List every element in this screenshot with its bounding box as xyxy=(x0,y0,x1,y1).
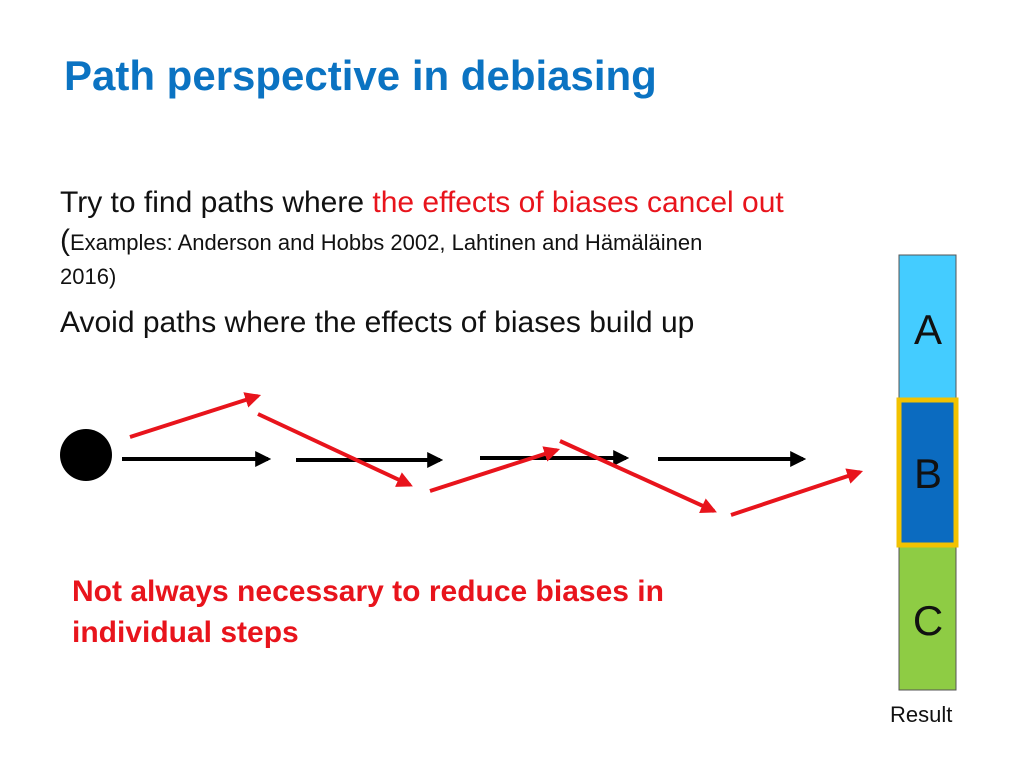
biased-arrow-3 xyxy=(429,446,561,493)
bullet-cancel-out: Try to find paths where the effects of b… xyxy=(60,184,910,294)
examples-paren: ( xyxy=(60,223,70,257)
result-label-a: A xyxy=(914,306,942,353)
result-caption: Result xyxy=(890,702,953,727)
bullet-cancel-out-prefix: Try to find paths where xyxy=(60,186,373,219)
result-segment-a xyxy=(898,254,957,401)
biased-arrow-1 xyxy=(129,392,262,439)
biased-arrow-4 xyxy=(559,439,717,513)
result-label-c: C xyxy=(913,597,943,644)
bullet-cancel-out-highlight: the effects of biases cancel out xyxy=(372,186,784,219)
slide-title: Path perspective in debiasing xyxy=(64,52,657,99)
biased-arrow-5 xyxy=(730,468,864,517)
result-segment-c xyxy=(898,544,957,691)
start-node xyxy=(60,429,112,481)
result-bar: A B C xyxy=(896,254,959,691)
biased-path xyxy=(129,392,864,517)
bullet-build-up: Avoid paths where the effects of biases … xyxy=(60,306,695,339)
result-label-b: B xyxy=(914,450,942,497)
examples-references-end: 2016) xyxy=(60,264,117,289)
biased-arrow-2 xyxy=(257,412,413,487)
highlight-frame xyxy=(896,397,959,548)
examples-references: Examples: Anderson and Hobbs 2002, Lahti… xyxy=(70,229,703,255)
note-text: Not always necessary to reduce biases in… xyxy=(72,575,664,649)
ideal-path xyxy=(122,450,807,468)
